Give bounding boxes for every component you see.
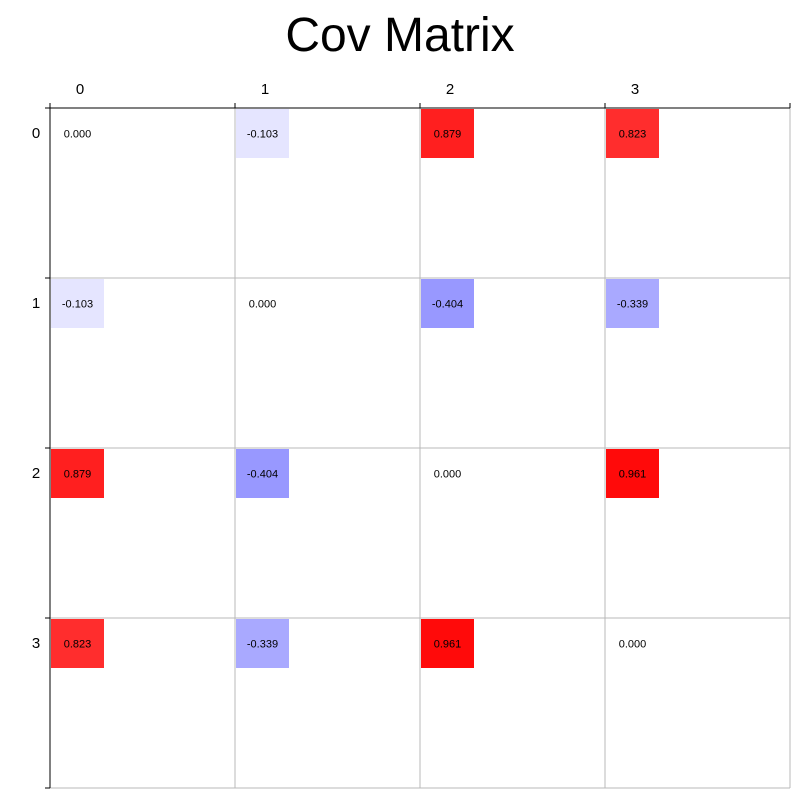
cell-value-label: -0.404 bbox=[432, 299, 463, 311]
heatmap-cells: 0.000 -0.103 0.879 0.823 -0.103 0.000 -0.404 -0… bbox=[51, 109, 659, 668]
heatmap-cell bbox=[606, 279, 659, 328]
heatmap-cell bbox=[236, 449, 289, 498]
heatmap-cell bbox=[51, 279, 104, 328]
heatmap-cell bbox=[606, 109, 659, 158]
cell-value-label: 0.879 bbox=[64, 469, 92, 481]
y-tick-label: 1 bbox=[32, 295, 40, 312]
cell-value-label: -0.339 bbox=[247, 639, 278, 651]
cell-value-label: -0.103 bbox=[62, 299, 93, 311]
cell-value-label: 0.823 bbox=[619, 129, 647, 141]
y-tick-label: 2 bbox=[32, 465, 40, 482]
heatmap-cell bbox=[421, 619, 474, 668]
cell-value-label: 0.823 bbox=[64, 639, 92, 651]
cell-value-label: 0.961 bbox=[434, 639, 462, 651]
heatmap-cell bbox=[51, 449, 104, 498]
axes: 0 1 2 3 0 1 2 3 bbox=[32, 81, 791, 789]
cell-value-label: 0.879 bbox=[434, 129, 462, 141]
heatmap-cell bbox=[606, 619, 659, 668]
x-tick-label: 2 bbox=[446, 81, 454, 98]
heatmap-cell bbox=[236, 279, 289, 328]
cell-value-label: -0.103 bbox=[247, 129, 278, 141]
heatmap-cell bbox=[421, 109, 474, 158]
y-tick-label: 0 bbox=[32, 125, 40, 142]
x-tick-label: 3 bbox=[631, 81, 639, 98]
cell-value-label: -0.404 bbox=[247, 469, 278, 481]
chart-title: Cov Matrix bbox=[285, 9, 515, 62]
heatmap-cell bbox=[51, 109, 104, 158]
grid-lines bbox=[49, 107, 791, 789]
y-tick-label: 3 bbox=[32, 635, 40, 652]
x-tick-label: 1 bbox=[261, 81, 269, 98]
cell-value-label: 0.000 bbox=[249, 299, 277, 311]
cell-value-label: 0.961 bbox=[619, 469, 647, 481]
heatmap-cell bbox=[51, 619, 104, 668]
x-tick-label: 0 bbox=[76, 81, 84, 98]
heatmap-cell bbox=[606, 449, 659, 498]
heatmap-cell bbox=[421, 279, 474, 328]
cell-value-label: 0.000 bbox=[434, 469, 462, 481]
heatmap-cell bbox=[421, 449, 474, 498]
heatmap-cell bbox=[236, 109, 289, 158]
cell-value-label: -0.339 bbox=[617, 299, 648, 311]
cell-value-label: 0.000 bbox=[619, 639, 647, 651]
cell-value-label: 0.000 bbox=[64, 129, 92, 141]
heatmap-cell bbox=[236, 619, 289, 668]
